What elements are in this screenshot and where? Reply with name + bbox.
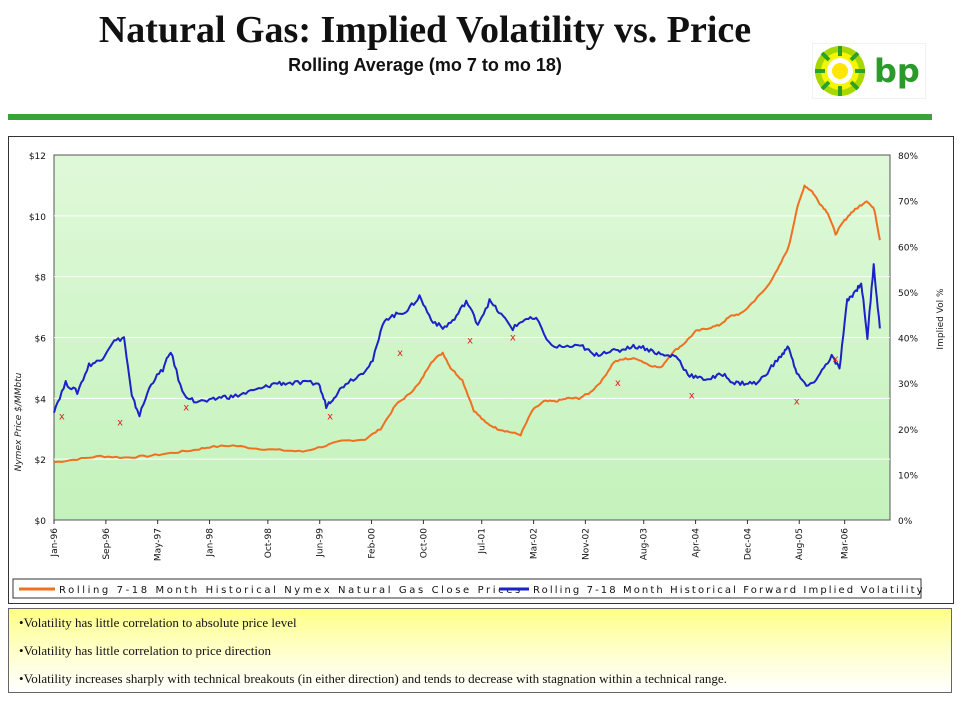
price-series-line	[53, 184, 881, 464]
y-tick-label-right: 70%	[898, 198, 918, 208]
breakout-marker: x	[59, 412, 65, 423]
notes-box: Volatility has little correlation to abs…	[8, 608, 952, 693]
y-tick-label-left: $6	[35, 335, 47, 345]
volatility-series-line	[53, 263, 881, 418]
x-tick-label: Oct-98	[264, 528, 274, 559]
chart: $0 $2 $4 $6 $8 $10 $12 0% 10% 20% 30% 40% 50% 60% 70%…	[12, 152, 946, 599]
y-tick-label-left: $4	[35, 395, 47, 405]
note-item: Volatility has little correlation to abs…	[19, 615, 943, 631]
y-tick-label-right: 60%	[898, 243, 918, 253]
x-tick-label: Oct-00	[419, 528, 429, 559]
breakout-marker: x	[467, 336, 473, 347]
legend-label-price: Rolling 7-18 Month Historical Nymex Natu…	[59, 585, 523, 596]
x-tick-label: Mar-02	[530, 528, 540, 559]
y-tick-label-left: $0	[35, 517, 47, 527]
y-axis-left-label: Nymex Price $/MMbtu	[14, 372, 24, 471]
bp-logo-text: bp	[874, 52, 920, 90]
x-tick-label: Aug-05	[795, 528, 805, 560]
x-tick-label: Jan-96	[50, 528, 60, 558]
x-tick-label: Dec-04	[743, 528, 753, 560]
x-tick-label: Feb-00	[368, 528, 378, 559]
page-subtitle: Rolling Average (mo 7 to mo 18)	[288, 55, 562, 75]
y-tick-label-right: 30%	[898, 380, 918, 390]
header-divider	[8, 114, 932, 120]
breakout-marker: x	[327, 412, 333, 423]
y-tick-label-left: $8	[35, 274, 47, 284]
page-title: Natural Gas: Implied Volatility vs. Pric…	[98, 9, 752, 51]
y-tick-label-right: 10%	[898, 471, 918, 481]
breakout-marker: x	[117, 418, 123, 429]
x-tick-label: Nov-02	[581, 528, 591, 560]
x-tick-label: Mar-06	[841, 528, 851, 559]
legend: Rolling 7-18 Month Historical Nymex Natu…	[12, 578, 925, 599]
y-tick-label-right: 0%	[898, 517, 913, 527]
x-tick-label: Apr-04	[692, 528, 702, 558]
x-tick-label: Sep-96	[102, 528, 112, 560]
breakout-marker: x	[183, 403, 189, 414]
y-tick-label-right: 40%	[898, 335, 918, 345]
x-tick-label: Jun-99	[316, 528, 326, 558]
helios-icon	[815, 46, 865, 96]
y-tick-label-right: 50%	[898, 289, 918, 299]
note-item: Volatility increases sharply with techni…	[19, 671, 943, 687]
note-item: Volatility has little correlation to pri…	[19, 643, 943, 659]
bp-logo: bp	[812, 43, 926, 99]
breakout-marker: x	[510, 333, 516, 344]
breakout-marker: x	[833, 354, 839, 365]
y-tick-label-right: 80%	[898, 152, 918, 162]
x-tick-label: Jan-98	[206, 528, 216, 558]
x-tick-label: May-97	[154, 528, 164, 561]
legend-label-volatility: Rolling 7-18 Month Historical Forward Im…	[533, 585, 925, 596]
chart-panel: $0 $2 $4 $6 $8 $10 $12 0% 10% 20% 30% 40% 50% 60% 70%…	[8, 136, 954, 604]
y-tick-label-left: $12	[29, 152, 46, 162]
breakout-marker: x	[397, 348, 403, 359]
y-tick-label-right: 20%	[898, 426, 918, 436]
x-tick-label: Jul-01	[478, 528, 488, 555]
breakout-marker: x	[689, 390, 695, 401]
breakout-marker: x	[615, 378, 621, 389]
y-axis-right-label: Implied Vol %	[936, 288, 946, 350]
y-tick-label-left: $10	[29, 213, 46, 223]
y-tick-label-left: $2	[35, 456, 46, 466]
x-tick-label: Aug-03	[640, 528, 650, 560]
breakout-marker: x	[794, 396, 800, 407]
